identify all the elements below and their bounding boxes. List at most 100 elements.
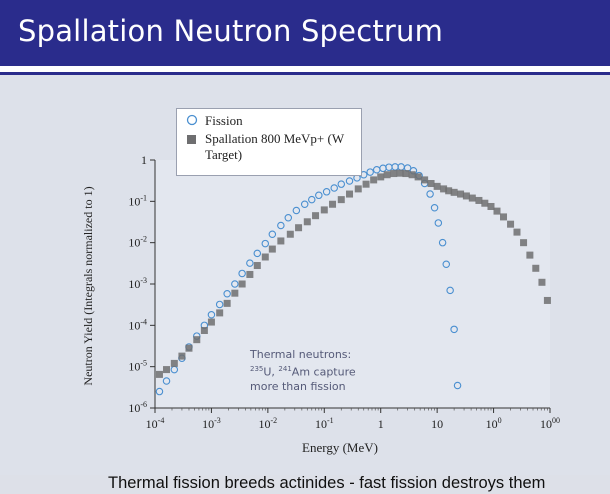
y-tick-label: 10-5 — [128, 359, 147, 374]
spallation-point — [493, 207, 501, 215]
spallation-point — [346, 190, 354, 198]
spallation-point — [329, 200, 337, 208]
fission-point — [446, 286, 454, 295]
spallation-point — [303, 218, 311, 226]
chart-legend: Fission Spallation 800 MeVp+ (W Target) — [176, 108, 362, 176]
spallation-point — [238, 280, 246, 288]
spallation-point — [370, 176, 378, 184]
spallation-point — [500, 213, 508, 221]
spallation-point — [223, 299, 231, 307]
spallation-point — [337, 196, 345, 204]
fission-point — [268, 230, 277, 238]
fission-point — [345, 177, 354, 185]
header-divider-accent — [0, 72, 610, 75]
spallation-point — [185, 344, 193, 352]
spallation-point — [402, 170, 410, 178]
spallation-point — [383, 171, 391, 179]
spallation-point — [312, 212, 320, 220]
x-tick-label: 10-3 — [202, 416, 221, 431]
spallation-point — [427, 180, 435, 188]
y-tick-label: 1 — [141, 153, 147, 167]
spallation-point — [231, 289, 239, 297]
spallation-point — [163, 366, 171, 374]
legend-spallation-marker — [187, 135, 196, 144]
fission-point — [434, 219, 443, 227]
fission-point — [215, 300, 224, 309]
spallation-point — [286, 230, 294, 238]
spectrum-chart: 10-4 10-3 10-2 10-1 1 10 100 1000 10-6 10-5 10-4 10… — [81, 153, 560, 455]
spallation-point — [414, 173, 422, 181]
spallation-point — [526, 251, 534, 259]
spallation-point — [354, 185, 362, 193]
spallation-point — [268, 245, 276, 253]
spallation-point — [468, 194, 476, 202]
fission-point — [450, 325, 458, 334]
fission-point — [330, 184, 338, 192]
fission-point — [162, 377, 171, 385]
fission-point — [300, 200, 309, 209]
fission-point — [238, 269, 246, 278]
x-tick-label: 10-4 — [146, 416, 165, 431]
spallation-point — [520, 239, 528, 247]
fission-point — [430, 203, 439, 212]
spallation-point — [216, 309, 224, 317]
annotation-line-3: more than fission — [250, 379, 346, 393]
spallation-point — [475, 196, 483, 204]
spallation-point — [421, 176, 429, 184]
spallation-point — [538, 278, 546, 286]
fission-point — [438, 238, 447, 247]
fission-point — [337, 180, 346, 188]
spallation-point — [390, 170, 398, 178]
fission-point — [284, 214, 293, 222]
fission-point — [231, 280, 239, 288]
x-tick-label: 1 — [378, 417, 384, 431]
spallation-point — [246, 270, 254, 278]
slide-header: Spallation Neutron Spectrum — [0, 0, 610, 68]
spallation-point — [487, 202, 495, 210]
fission-point — [246, 259, 254, 267]
x-tick-label: 10-2 — [259, 416, 278, 431]
spallation-point — [155, 370, 163, 378]
x-axis-label: Energy (MeV) — [302, 440, 378, 455]
fission-point — [426, 190, 434, 198]
fission-point — [155, 387, 164, 396]
y-tick-label: 10-4 — [128, 317, 147, 332]
annotation-line-2: 235U, 241Am capture — [250, 365, 356, 379]
spallation-point — [450, 188, 458, 196]
legend-fission-label: Fission — [205, 113, 243, 128]
spallation-point — [362, 180, 370, 188]
spallation-point — [462, 192, 470, 200]
spallation-point — [513, 228, 521, 236]
spallation-point — [295, 224, 303, 232]
fission-point — [292, 206, 301, 215]
y-axis-label-text: Neutron Yield (Integrals normalized to 1… — [81, 186, 95, 385]
spallation-point — [440, 185, 448, 193]
spallation-point — [532, 264, 540, 272]
y-axis-label: Neutron Yield (Integrals normalized to 1… — [81, 186, 95, 385]
fission-point — [253, 249, 262, 258]
y-tick-label: 10-2 — [128, 235, 147, 250]
spallation-point — [543, 296, 551, 304]
fission-point — [366, 168, 374, 176]
x-tick-label: 100 — [486, 416, 502, 431]
thermal-neutron-annotation: Thermal neutrons: 235U, 241Am capture mo… — [250, 348, 356, 394]
fission-point — [308, 195, 316, 204]
spallation-point — [408, 171, 416, 179]
x-tick-label: 10 — [431, 417, 443, 431]
spallation-point — [433, 182, 441, 190]
x-tick-label: 1000 — [540, 416, 560, 431]
legend-spallation-label: Spallation 800 MeVp+ (W Target) — [205, 131, 344, 162]
fission-point — [453, 381, 462, 390]
x-tick-label: 10-1 — [315, 416, 334, 431]
spallation-point — [481, 199, 489, 207]
y-tick-label: 10-3 — [128, 276, 147, 291]
slide-footer-text: Thermal fission breeds actinides - fast … — [108, 474, 546, 492]
spallation-point — [170, 359, 178, 367]
header-divider — [0, 66, 610, 72]
spallation-point — [277, 237, 285, 245]
spallation-point — [193, 336, 201, 344]
spallation-point — [396, 169, 404, 177]
spallation-point — [200, 326, 208, 334]
fission-point — [261, 239, 270, 248]
fission-point — [277, 221, 285, 230]
